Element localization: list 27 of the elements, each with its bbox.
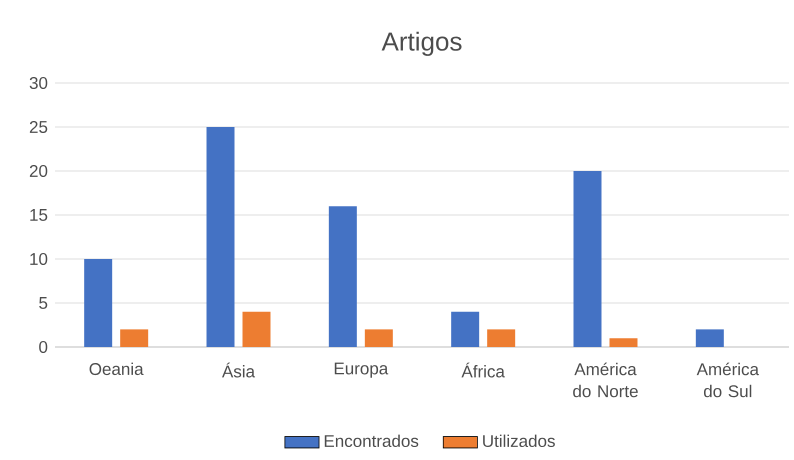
bar [120, 329, 148, 347]
x-tick-label: África [461, 362, 505, 378]
chart-title: Artigos [382, 32, 462, 56]
bar [609, 338, 638, 347]
y-tick-label: 25 [30, 120, 48, 134]
legend-label: Utilizados [483, 434, 555, 448]
x-tick-label: Oeania [90, 362, 144, 376]
bar [206, 127, 235, 347]
y-tick-label: 10 [30, 252, 48, 265]
x-tick-label: Ásia [222, 362, 256, 378]
y-tick-label: 0 [39, 340, 48, 353]
bar [487, 329, 516, 347]
y-tick-label: 20 [30, 164, 48, 178]
bar [84, 258, 112, 347]
bar [696, 329, 724, 347]
bar [573, 170, 602, 347]
x-tick-label: América do Sul [696, 362, 759, 398]
y-tick-label: 5 [39, 297, 48, 309]
y-tick-label: 15 [30, 209, 48, 221]
bar [242, 312, 271, 347]
y-tick-label: 30 [30, 76, 48, 90]
x-tick-label: América do Norte [573, 362, 638, 398]
bar [451, 312, 480, 347]
x-tick-label: Europa [334, 362, 388, 378]
bar [364, 329, 393, 347]
legend-label: Encontrados [324, 434, 418, 448]
bar [328, 206, 357, 347]
